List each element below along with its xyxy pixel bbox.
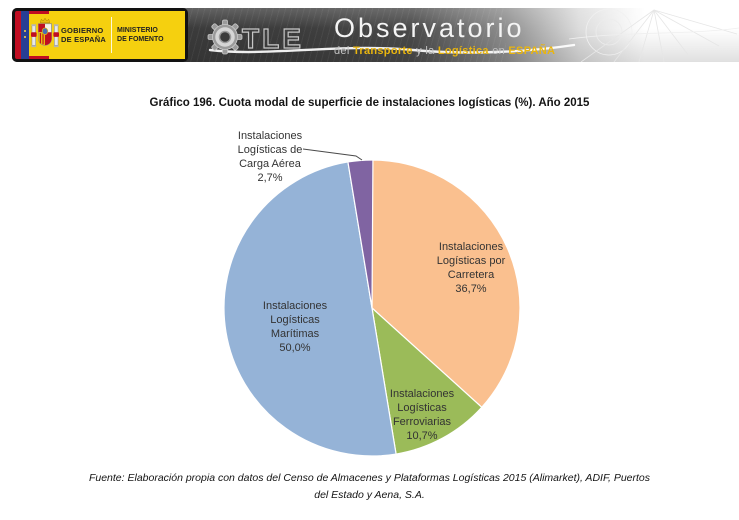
- gobierno-line1: GOBIERNO: [61, 26, 104, 35]
- brand-title: Observatorio: [334, 13, 525, 43]
- gobierno-line2: DE ESPAÑA: [61, 35, 107, 44]
- sub-logistica: Logística: [437, 45, 489, 57]
- spain-coat-of-arms-icon: [31, 17, 59, 48]
- pie-label-maritimas: Instalaciones Logísticas Marítimas 50,0%: [262, 300, 328, 354]
- pie-label-carretera: Instalaciones Logísticas por Carretera 3…: [436, 241, 506, 295]
- sub-espana: ESPAÑA: [508, 45, 556, 57]
- panel-divider: [111, 17, 113, 53]
- source-note: Fuente: Elaboración propia con datos del…: [88, 472, 651, 501]
- observatorio-brand: Observatorio del Transporte y la Logísti…: [334, 13, 555, 57]
- otle-o-ring: [215, 27, 235, 47]
- ministerio-line2: DE FOMENTO: [117, 36, 164, 43]
- sub-transporte: Transporte: [352, 45, 413, 57]
- gobierno-label: GOBIERNO DE ESPAÑA: [61, 26, 106, 44]
- spain-flag-stripe: [15, 11, 21, 59]
- pie-slice-maritimas: [223, 161, 397, 457]
- pie-slice-carretera: [371, 159, 521, 409]
- ministerio-label: MINISTERIO DE FOMENTO: [117, 26, 164, 44]
- pie-slice-carga-aerea: [347, 159, 374, 309]
- sub-del: del: [334, 45, 350, 57]
- gear-hole: [220, 32, 230, 42]
- ministerio-line1: MINISTERIO: [117, 27, 158, 34]
- swoosh-decoration: [208, 43, 576, 54]
- brand-subtitle: del Transporte y la Logística en ESPAÑA: [334, 45, 555, 57]
- sub-en: en: [492, 45, 506, 57]
- pie-svg: [223, 148, 521, 457]
- compass-decoration: [569, 8, 739, 62]
- pie-slice-ferroviarias: [371, 306, 483, 455]
- header-banner: GOBIERNO DE ESPAÑA MINISTERIO DE FOMENTO: [12, 8, 739, 62]
- otle-acronym-text: TLE: [242, 23, 304, 54]
- leader-line-carga-aerea: [302, 148, 363, 161]
- sub-y-la: y la: [416, 45, 435, 57]
- eu-flag-stripe: [21, 11, 29, 59]
- pie-label-carga-aerea: Instalaciones Logísticas de Carga Aérea …: [237, 130, 303, 184]
- pie-chart: Instalaciones Logísticas por Carretera 3…: [180, 118, 580, 470]
- gobierno-espana-logo: GOBIERNO DE ESPAÑA MINISTERIO DE FOMENTO: [12, 8, 188, 62]
- ministry-yellow-panel: GOBIERNO DE ESPAÑA MINISTERIO DE FOMENTO: [29, 11, 185, 59]
- otle-logo: TLE: [207, 19, 304, 55]
- pie-label-ferroviarias: Instalaciones Logísticas Ferroviarias 10…: [389, 388, 455, 442]
- chart-title: Gráfico 196. Cuota modal de superficie d…: [149, 97, 590, 109]
